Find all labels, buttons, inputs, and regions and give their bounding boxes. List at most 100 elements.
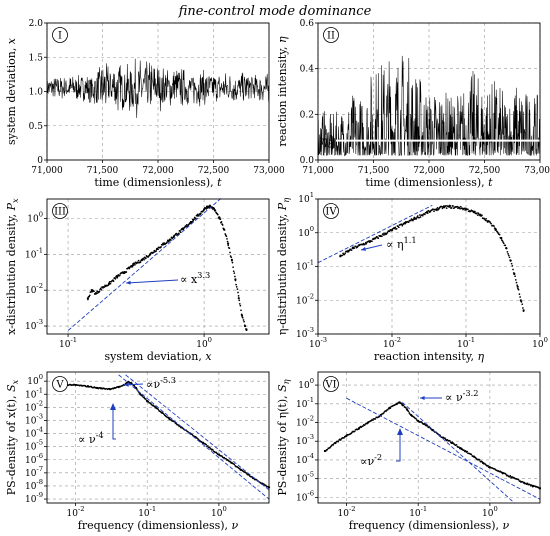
data-point [485,217,488,220]
data-point [517,288,520,291]
data-point [241,316,244,319]
data-point [464,209,466,211]
y-tick-label: 10-6 [25,452,43,466]
data-point [401,403,403,405]
panel-label-circle [52,203,68,219]
data-point [463,207,466,210]
data-point [450,207,453,209]
data-point [206,445,209,447]
y-tick-label: 1.5 [29,53,44,63]
data-point [366,422,368,425]
data-point [461,207,464,210]
x-tick-label: 10-1 [409,505,427,519]
data-point [205,443,207,446]
y-tick-label: 10-2 [25,282,43,296]
x-tick-label: 10-1 [59,336,77,350]
data-point [530,484,533,486]
data-point [419,214,421,216]
power-law-fit-line [118,374,270,500]
data-point [198,214,200,217]
power-law-fit-line [125,374,270,491]
data-point [464,450,467,452]
data-point [228,247,231,250]
data-point [395,227,398,230]
x-tick-label: 100 [532,336,548,350]
data-point [157,408,160,411]
data-point [443,206,446,209]
data-point [231,259,233,262]
data-point [112,280,115,282]
data-point [505,247,508,250]
power-law-fit-line [346,397,541,500]
data-point [157,248,159,251]
data-point [230,256,233,259]
data-point [135,388,138,390]
data-point [193,216,196,219]
data-point [245,329,248,332]
y-tick-label: 100 [298,225,314,239]
y-tick-label: 100 [298,377,314,391]
data-point [512,268,514,271]
data-point [98,290,101,293]
series-eta-line [317,55,541,157]
panel-label: III [54,207,66,218]
data-point [239,304,242,307]
data-point [449,205,452,207]
scatter-points [339,204,525,312]
data-point [433,210,435,213]
data-point [199,212,202,215]
data-point [347,250,350,253]
data-point [238,303,241,305]
fit-label: ∝ν-2 [360,452,382,468]
data-point [244,325,247,328]
data-point [229,251,231,254]
data-point [383,232,385,235]
data-point [517,478,520,481]
data-point [400,223,403,226]
data-point [476,214,479,216]
data-point [149,253,152,256]
data-point [478,459,481,461]
fit-arrow [396,433,401,462]
data-point [234,279,237,282]
data-point [515,281,518,284]
data-point [128,267,131,270]
data-point [419,216,422,218]
y-tick-label: 10-3 [25,318,43,332]
data-point [377,237,380,240]
data-point [459,207,461,210]
data-point [481,214,483,217]
data-point [173,236,175,238]
data-point [448,206,450,208]
y-tick-label: 10-1 [296,396,314,410]
fit-arrow-head [124,382,129,387]
data-point [493,227,496,229]
data-point [415,417,417,420]
data-point [133,262,136,265]
data-point [353,247,356,249]
y-tick-label: 10-3 [25,412,43,426]
data-point [363,424,366,427]
y-tick-label: 100 [27,211,43,225]
data-point [147,400,150,403]
data-point [445,207,448,209]
y-axis-label: reaction intensity, η [276,36,289,147]
data-point [332,444,335,446]
data-point [358,428,360,430]
data-point [510,259,512,262]
data-point [415,218,418,220]
y-tick-label: 0.6 [300,19,315,29]
data-point [464,207,467,210]
data-point [109,280,111,283]
data-point [114,278,117,280]
y-tick-label: 10-2 [25,399,43,413]
data-point [235,286,238,288]
data-point [397,226,400,229]
data-point [231,261,234,264]
data-point [237,297,240,300]
data-point [93,290,95,293]
data-point [142,257,145,260]
x-axis-label: time (dimensionless), t [365,176,493,189]
data-point [416,215,419,217]
